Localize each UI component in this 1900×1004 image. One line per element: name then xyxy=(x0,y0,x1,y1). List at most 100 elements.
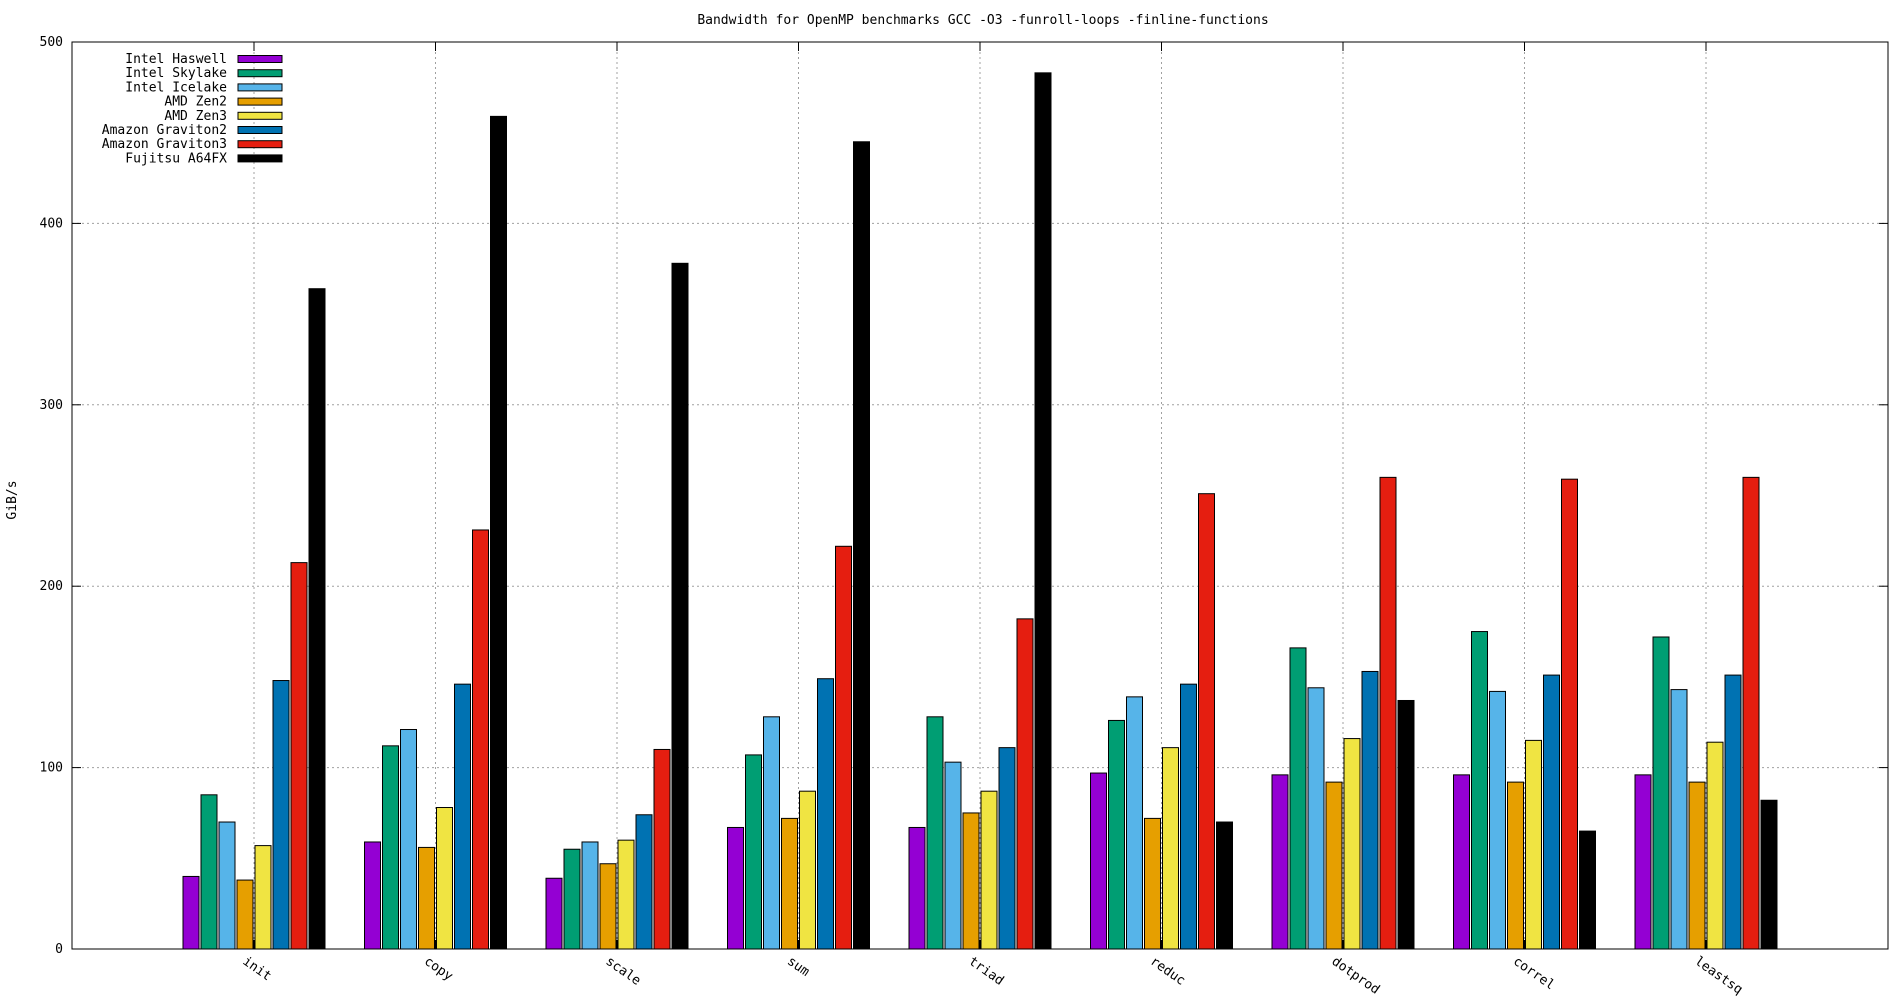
y-tick-label: 400 xyxy=(40,216,63,231)
bar xyxy=(1325,781,1343,950)
bar xyxy=(1162,747,1179,950)
x-tick-label-scale: scale xyxy=(603,954,644,989)
bar xyxy=(617,839,635,950)
bar xyxy=(563,848,581,950)
bar xyxy=(218,821,236,950)
bar xyxy=(1453,774,1470,950)
bar xyxy=(817,678,834,950)
bar xyxy=(490,115,507,950)
bar xyxy=(1706,741,1724,950)
x-tick-label-init: init xyxy=(240,954,274,984)
bar xyxy=(472,529,489,950)
bar xyxy=(599,863,617,950)
legend-swatch xyxy=(237,111,283,120)
legend-label: Intel Icelake xyxy=(125,80,227,95)
bar xyxy=(545,877,563,950)
bar xyxy=(1525,739,1542,950)
bar xyxy=(1198,493,1215,950)
bar xyxy=(926,716,944,950)
bar xyxy=(962,812,980,950)
bar xyxy=(745,754,762,950)
y-tick-label: 100 xyxy=(40,761,63,776)
legend-swatch xyxy=(237,154,283,163)
x-tick-label-sum: sum xyxy=(784,954,812,980)
bar xyxy=(436,807,453,950)
bar xyxy=(671,262,689,950)
bar xyxy=(835,545,852,950)
bar xyxy=(1397,699,1415,950)
y-tick-label: 300 xyxy=(40,398,63,413)
bar xyxy=(182,875,200,950)
y-axis-label: GiB/s xyxy=(5,480,20,519)
chart-title: Bandwidth for OpenMP benchmarks GCC -O3 … xyxy=(697,13,1268,28)
legend-label: AMD Zen2 xyxy=(164,95,227,110)
bar xyxy=(1760,799,1778,950)
bar xyxy=(272,680,290,950)
bar xyxy=(944,761,962,950)
bar xyxy=(581,841,599,950)
bar xyxy=(1579,830,1596,950)
bar xyxy=(853,141,870,950)
legend-label: Amazon Graviton3 xyxy=(102,137,227,152)
bar xyxy=(364,841,381,950)
bar xyxy=(236,879,254,950)
bar xyxy=(727,826,744,950)
bar xyxy=(1507,781,1524,950)
bar xyxy=(1180,683,1197,950)
bar xyxy=(1471,631,1488,950)
bar xyxy=(1543,674,1560,950)
bar xyxy=(1016,618,1034,950)
y-tick-label: 0 xyxy=(55,942,63,957)
x-tick-label-triad: triad xyxy=(966,954,1007,989)
bar xyxy=(200,794,218,950)
legend-label: Fujitsu A64FX xyxy=(125,151,227,166)
legend-label: Amazon Graviton2 xyxy=(102,123,227,138)
legend-swatch xyxy=(237,55,283,63)
y-tick-label: 500 xyxy=(40,35,63,50)
y-tick-label: 200 xyxy=(40,579,63,594)
bar xyxy=(1271,774,1289,950)
bar xyxy=(1090,772,1107,950)
legend-swatch xyxy=(237,97,283,106)
bar xyxy=(1379,476,1397,950)
bar xyxy=(1289,647,1307,950)
bar xyxy=(1216,821,1233,950)
bar xyxy=(418,846,435,950)
bar xyxy=(1034,72,1052,950)
bar xyxy=(1724,674,1742,950)
bar xyxy=(763,716,780,950)
bar xyxy=(254,845,272,950)
bar xyxy=(635,814,653,950)
x-tick-label-copy: copy xyxy=(421,954,455,984)
bar xyxy=(980,790,998,950)
bar xyxy=(1361,670,1379,950)
legend-label: AMD Zen3 xyxy=(164,109,227,124)
bar xyxy=(1108,719,1125,950)
bar xyxy=(1634,774,1652,950)
bar xyxy=(1126,696,1143,950)
bar xyxy=(1670,689,1688,950)
bar xyxy=(908,826,926,950)
bar xyxy=(1144,817,1161,950)
bar xyxy=(1652,636,1670,950)
bar xyxy=(1489,690,1506,950)
bar xyxy=(653,748,671,950)
x-tick-label-correl: correl xyxy=(1510,954,1557,993)
grid-lines xyxy=(72,42,1888,949)
x-tick-label-reduc: reduc xyxy=(1147,954,1188,989)
bar xyxy=(382,745,399,950)
bar xyxy=(1307,687,1325,950)
bar xyxy=(1742,476,1760,950)
bar xyxy=(400,729,417,950)
bar xyxy=(799,790,816,950)
bar xyxy=(781,817,798,950)
bar xyxy=(998,747,1016,950)
bar xyxy=(308,288,326,950)
legend-swatch xyxy=(237,126,283,134)
bar xyxy=(1343,738,1361,950)
bar xyxy=(454,683,471,950)
legend-label: Intel Skylake xyxy=(125,66,227,81)
